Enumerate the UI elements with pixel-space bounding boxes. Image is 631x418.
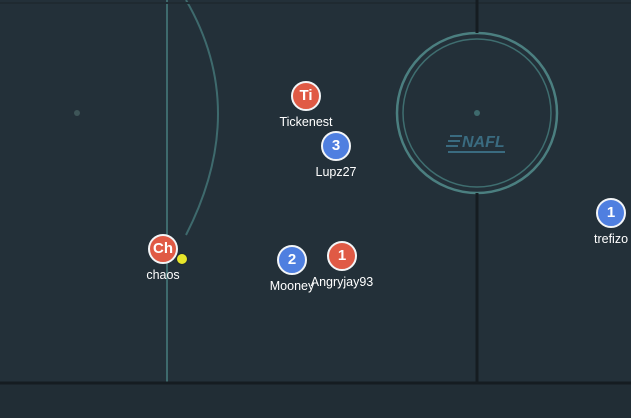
player-mooney[interactable]: 2 Mooney — [270, 245, 314, 293]
player-tickenest[interactable]: Ti Tickenest — [279, 81, 333, 129]
player-token: 1 — [327, 241, 357, 271]
center-dot — [474, 110, 480, 116]
goal-crease-arc — [185, 0, 219, 236]
bottom-boundary-area — [0, 384, 631, 418]
player-lupz27[interactable]: 3 Lupz27 — [315, 131, 357, 179]
player-name: Angryjay93 — [310, 275, 374, 289]
player-token: Ti — [291, 81, 321, 111]
player-token: 2 — [277, 245, 307, 275]
logo-text: NAFL — [462, 134, 505, 151]
player-token: 3 — [321, 131, 351, 161]
player-token: Ch — [148, 234, 178, 264]
player-angryjay93[interactable]: 1 Angryjay93 — [311, 241, 373, 289]
player-trefizo[interactable]: 1 trefizo — [594, 198, 628, 246]
player-chaos[interactable]: Ch chaos — [146, 234, 180, 282]
player-token: 1 — [596, 198, 626, 228]
faceoff-dot-left — [74, 110, 80, 116]
center-circle-inner — [402, 38, 552, 188]
player-name: Lupz27 — [315, 165, 357, 179]
player-name: Tickenest — [279, 115, 333, 129]
nafl-logo: NAFL — [446, 134, 505, 153]
ball — [176, 253, 188, 265]
player-name: trefizo — [593, 232, 629, 246]
player-name: chaos — [146, 268, 180, 282]
player-name: Mooney — [269, 279, 315, 293]
